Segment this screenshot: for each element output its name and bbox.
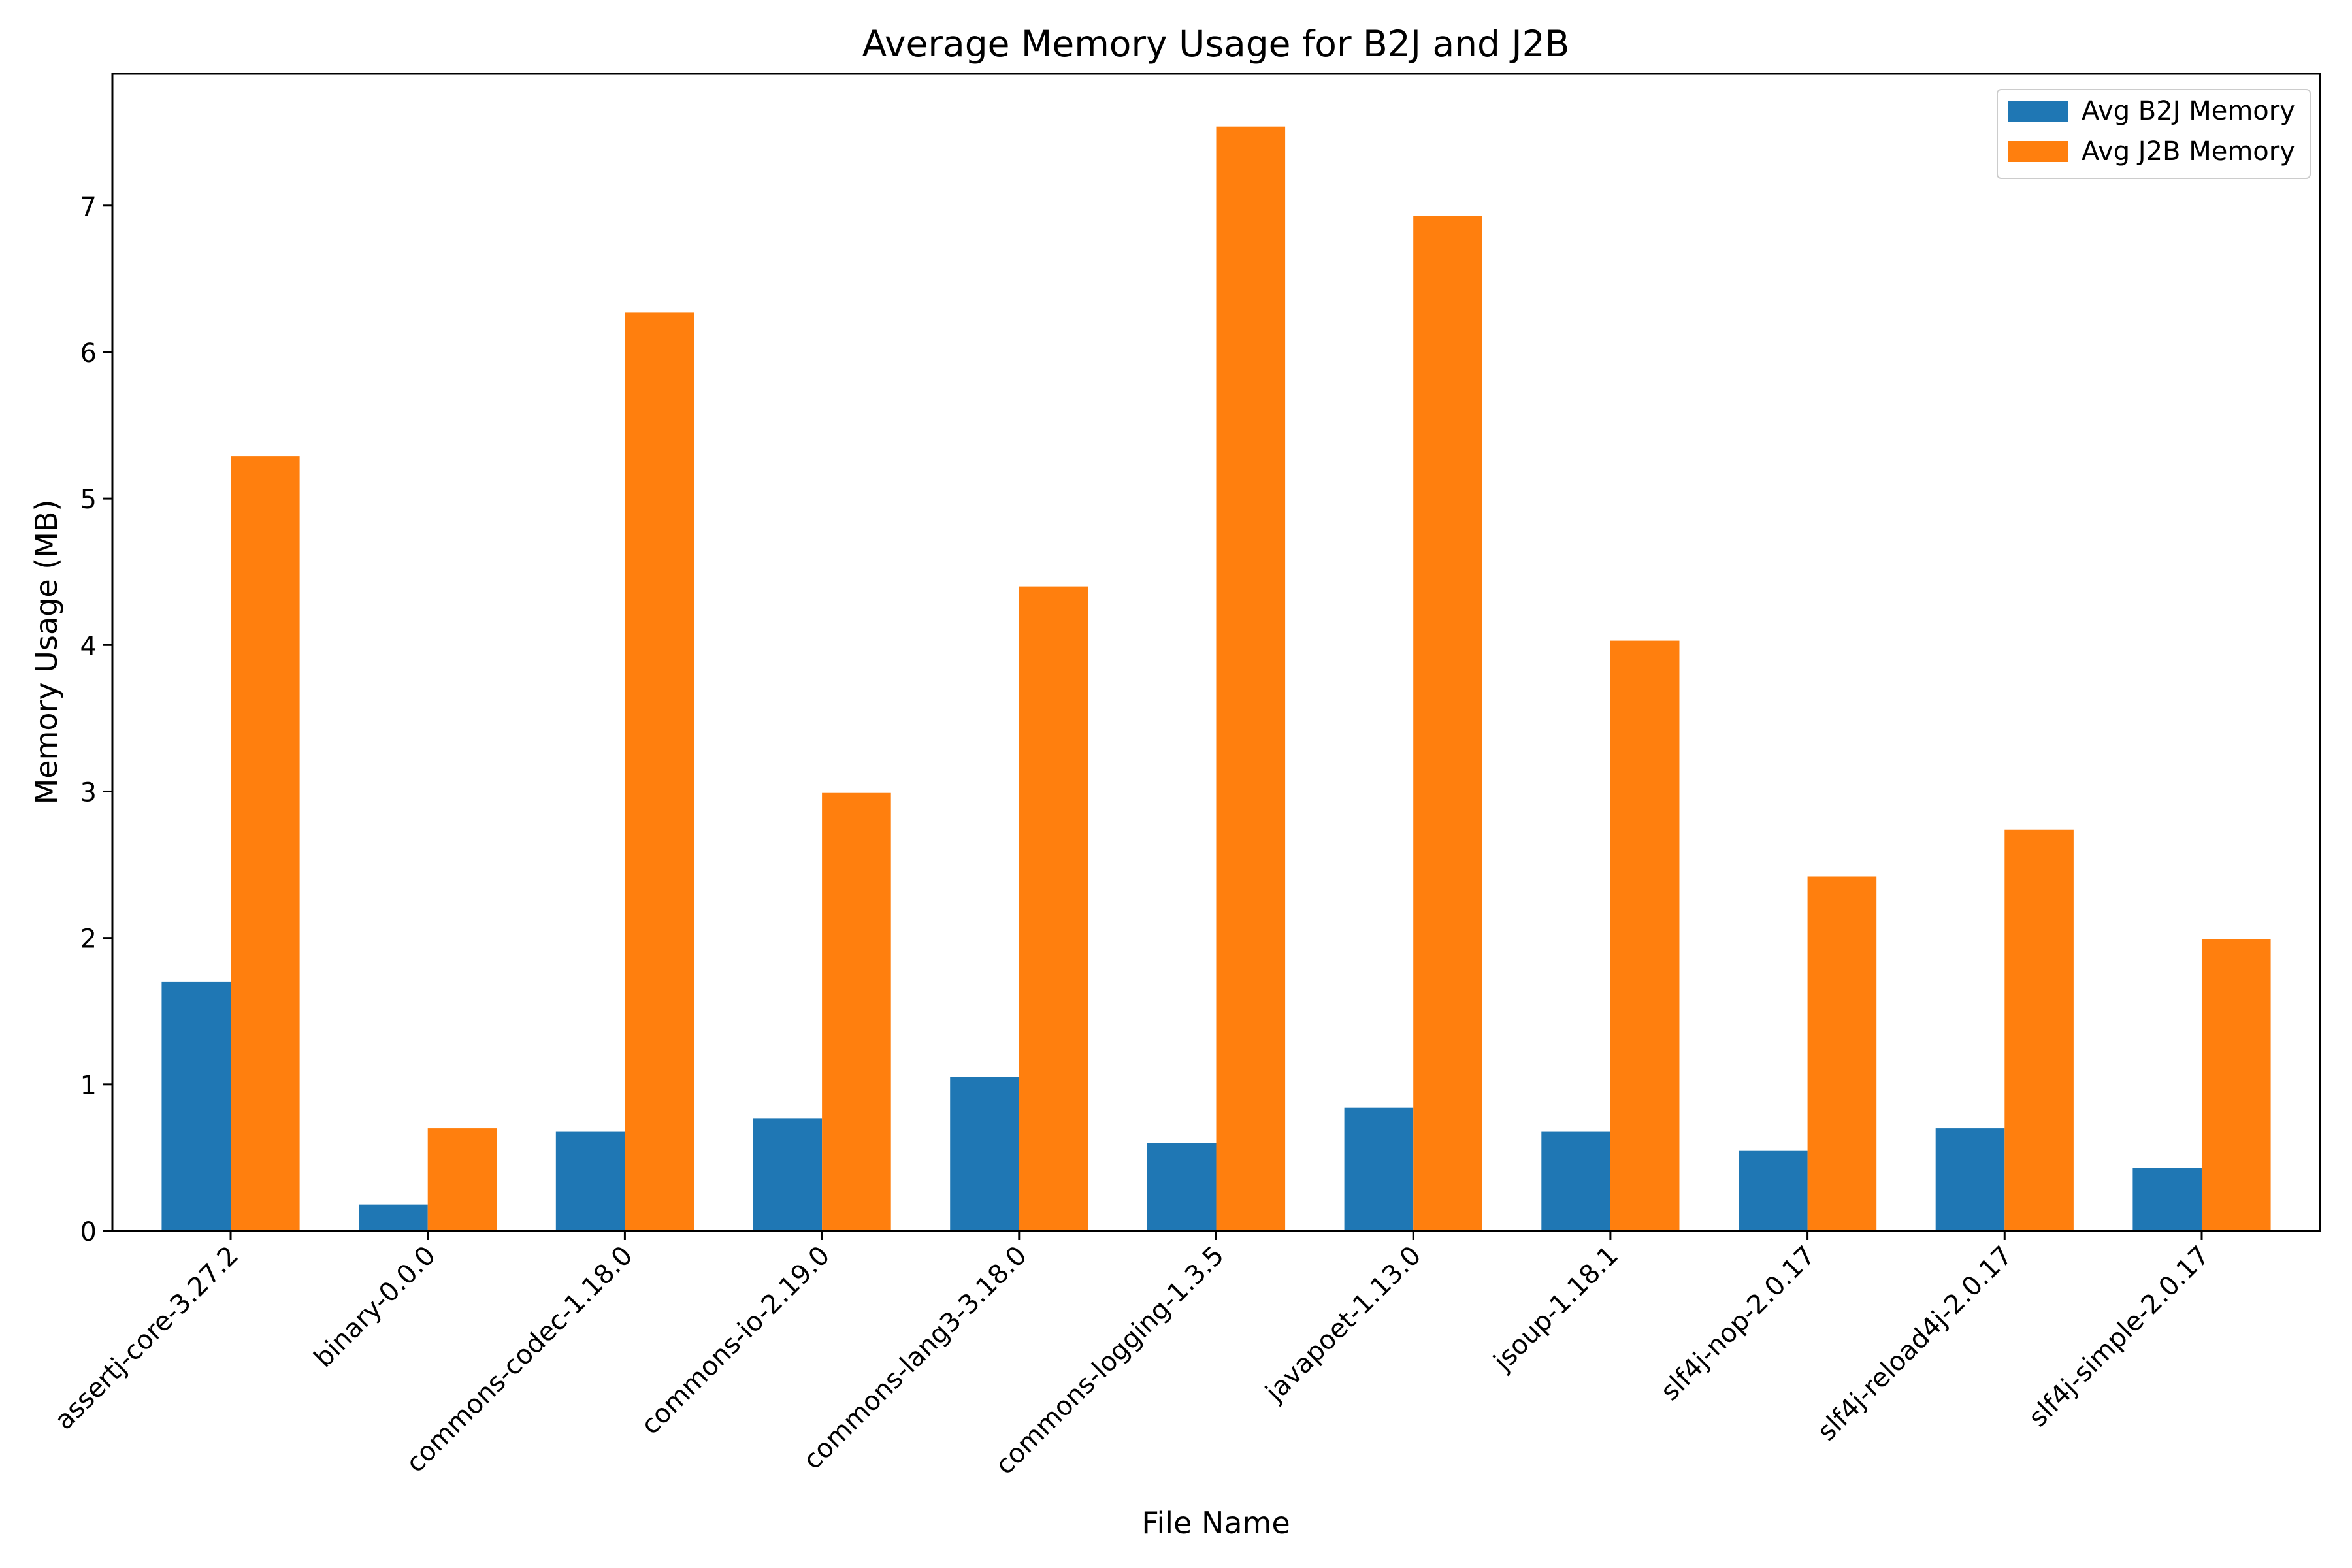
bar-b2j-10 xyxy=(2132,1168,2202,1231)
bar-j2b-5 xyxy=(1216,126,1286,1232)
x-tick-label-10: slf4j-simple-2.0.17 xyxy=(2023,1241,2215,1433)
y-tick-label-2: 2 xyxy=(80,924,97,955)
bar-b2j-7 xyxy=(1541,1131,1610,1231)
x-tick-label-7: jsoup-1.18.1 xyxy=(1488,1241,1624,1377)
bar-j2b-4 xyxy=(1019,586,1088,1231)
legend-label-1: Avg J2B Memory xyxy=(2082,137,2295,167)
bar-b2j-6 xyxy=(1344,1107,1414,1231)
x-tick-label-3: commons-io-2.19.0 xyxy=(636,1241,836,1441)
legend-swatch-0 xyxy=(2008,101,2068,122)
bar-b2j-0 xyxy=(161,981,231,1231)
x-tick-label-4: commons-lang3-3.18.0 xyxy=(798,1241,1033,1476)
legend-swatch-1 xyxy=(2008,141,2068,162)
bar-b2j-1 xyxy=(359,1204,428,1231)
x-tick-label-8: slf4j-nop-2.0.17 xyxy=(1655,1241,1821,1407)
x-tick-label-9: slf4j-reload4j-2.0.17 xyxy=(1812,1241,2018,1447)
legend-label-0: Avg B2J Memory xyxy=(2082,96,2295,126)
bar-j2b-9 xyxy=(2004,829,2074,1231)
bar-b2j-5 xyxy=(1147,1143,1217,1231)
x-tick-label-0: assertj-core-3.27.2 xyxy=(49,1241,244,1436)
y-axis-label: Memory Usage (MB) xyxy=(29,500,64,805)
bar-j2b-8 xyxy=(1807,876,1877,1231)
y-tick-label-6: 6 xyxy=(80,338,97,368)
y-axis: 0 1 2 3 4 5 6 7 xyxy=(80,192,112,1247)
legend: Avg B2J Memory Avg J2B Memory xyxy=(1997,89,2311,179)
bars-layer xyxy=(161,126,2271,1232)
y-tick-label-0: 0 xyxy=(80,1217,97,1247)
y-tick-label-7: 7 xyxy=(80,192,97,222)
x-tick-label-1: binary-0.0.0 xyxy=(308,1241,442,1374)
bar-b2j-3 xyxy=(753,1118,823,1231)
bar-j2b-2 xyxy=(625,312,694,1231)
y-tick-label-1: 1 xyxy=(80,1071,97,1101)
x-axis-label: File Name xyxy=(1141,1505,1290,1541)
x-axis: assertj-core-3.27.2 binary-0.0.0commons-c… xyxy=(49,1231,2215,1480)
x-tick-label-6: javapoet-1.13.0 xyxy=(1260,1241,1427,1408)
legend-box xyxy=(1997,89,2311,179)
chart-title: Average Memory Usage for B2J and J2B xyxy=(862,23,1570,65)
bar-j2b-3 xyxy=(822,792,891,1231)
bar-b2j-9 xyxy=(1935,1128,2005,1231)
y-tick-label-4: 4 xyxy=(80,631,97,661)
x-tick-label-5: commons-logging-1.3.5 xyxy=(990,1241,1230,1481)
y-tick-label-3: 3 xyxy=(80,777,97,808)
bar-b2j-8 xyxy=(1739,1150,1808,1231)
x-tick-label-2: commons-codec-1.18.0 xyxy=(400,1241,639,1479)
bar-b2j-4 xyxy=(950,1077,1019,1231)
bar-j2b-10 xyxy=(2201,939,2271,1231)
bar-b2j-2 xyxy=(555,1131,625,1231)
bar-j2b-0 xyxy=(231,456,300,1231)
y-tick-label-5: 5 xyxy=(80,485,97,515)
bar-j2b-7 xyxy=(1610,640,1680,1231)
bar-j2b-6 xyxy=(1413,216,1482,1232)
bar-j2b-1 xyxy=(427,1128,497,1231)
